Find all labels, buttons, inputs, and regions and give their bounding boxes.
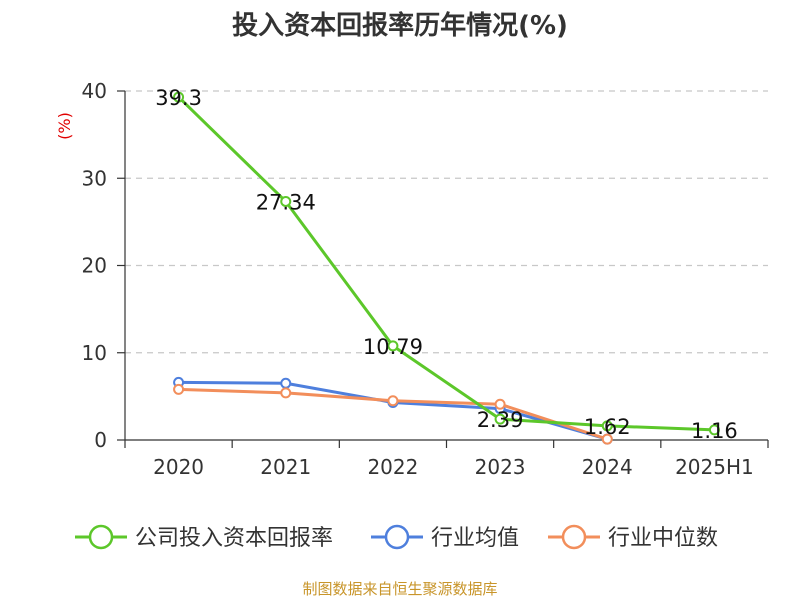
data-labels: 39.3 27.34 10.79 2.39 1.62 1.16	[155, 86, 738, 443]
legend-marker-0	[88, 524, 114, 550]
y-tick-label-40: 40	[82, 79, 107, 103]
x-tick-label-2020: 2020	[153, 455, 204, 479]
series-0-point-5	[708, 424, 720, 436]
y-axis-unit-label: (%)	[55, 112, 74, 140]
series-1-point-1	[280, 377, 292, 389]
series-0-point-2	[387, 340, 399, 352]
data-label-2: 10.79	[363, 335, 423, 359]
data-label-1: 27.34	[256, 190, 316, 214]
x-tick-label-2025H1: 2025H1	[675, 455, 754, 479]
y-tick-label-10: 10	[82, 341, 107, 365]
legend-label-1: 行业均值	[431, 526, 519, 551]
series-2-point-2	[387, 395, 399, 407]
x-tick-label-2023: 2023	[475, 455, 526, 479]
y-tick-label-20: 20	[82, 254, 107, 278]
data-label-0: 39.3	[155, 86, 202, 110]
x-tick-label-2022: 2022	[367, 455, 418, 479]
y-tick-label-30: 30	[82, 166, 107, 190]
source-note: 制图数据来自恒生聚源数据库	[302, 580, 497, 598]
series-layer	[173, 91, 720, 445]
legend-label-2: 行业中位数	[608, 526, 718, 551]
y-tick-label-0: 0	[94, 428, 107, 452]
data-label-5: 1.16	[691, 419, 738, 443]
series-0-point-3	[494, 413, 506, 425]
data-label-3: 2.39	[477, 408, 524, 432]
series-2-point-3	[494, 398, 506, 410]
series-0-point-4	[601, 420, 613, 432]
chart-title: 投入资本回报率历年情况(%)	[232, 10, 568, 41]
legend-label-0: 公司投入资本回报率	[135, 526, 333, 551]
axes: 0 10 20 30 40 2020 2021 2022 2023 2024 2025H1	[82, 79, 769, 479]
series-0-point-0	[173, 91, 185, 103]
series-line-0	[177, 96, 715, 432]
data-label-4: 1.62	[584, 415, 631, 439]
legend: 公司投入资本回报率 行业均值 行业中位数	[75, 524, 718, 551]
series-2-point-1	[280, 387, 292, 399]
legend-marker-2	[561, 524, 587, 550]
grid-lines	[125, 90, 768, 354]
x-tick-label-2021: 2021	[260, 455, 311, 479]
series-2-point-0	[173, 383, 185, 395]
series-2-point-4	[601, 433, 613, 445]
legend-marker-1	[384, 524, 410, 550]
series-0-point-1	[280, 195, 292, 207]
x-tick-label-2024: 2024	[582, 455, 633, 479]
